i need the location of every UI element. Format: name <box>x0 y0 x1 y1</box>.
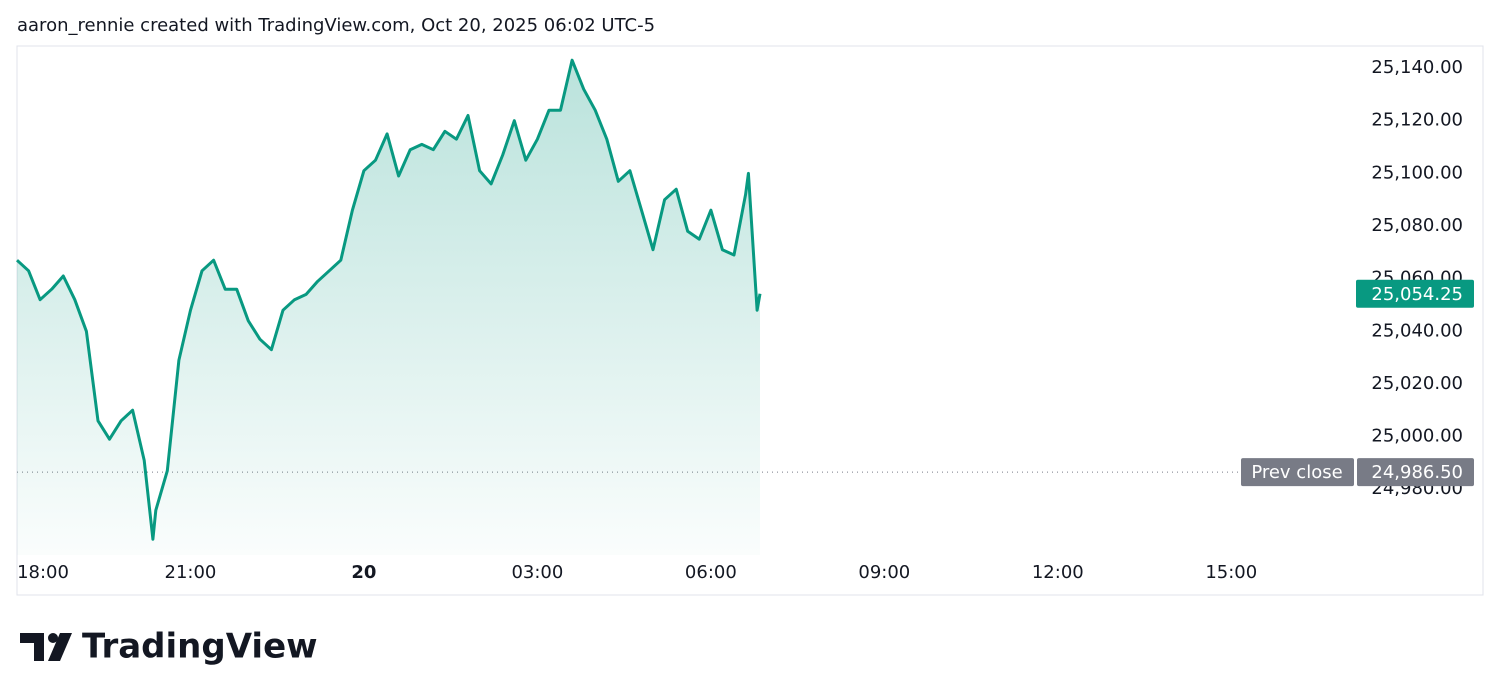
prev-close-value-box <box>1357 458 1474 487</box>
plot-area: 24,980.0025,000.0025,020.0025,040.0025,0… <box>15 57 1474 583</box>
y-tick-label: 25,100.00 <box>1371 162 1463 183</box>
x-tick-label: 21:00 <box>165 562 217 583</box>
price-line <box>15 58 762 541</box>
y-tick-label: 25,000.00 <box>1371 426 1463 447</box>
attribution: aaron_rennie created with TradingView.co… <box>17 15 655 36</box>
y-tick-label: 25,080.00 <box>1371 215 1463 236</box>
y-tick-label: 25,040.00 <box>1371 320 1463 341</box>
prev-close-name-box <box>1241 458 1354 487</box>
area-fill <box>17 60 760 555</box>
prev-close-value: 24,986.50 <box>1371 462 1463 483</box>
x-tick-label: 03:00 <box>511 562 563 583</box>
price-tag-label: 25,054.25 <box>1371 284 1463 305</box>
price-tag-box <box>1356 279 1474 308</box>
brand-logo <box>20 633 72 661</box>
x-tick-label: 20 <box>351 562 376 583</box>
x-tick-label: 06:00 <box>685 562 737 583</box>
y-tick-label: 25,020.00 <box>1371 373 1463 394</box>
prev-close-name: Prev close <box>1251 462 1342 483</box>
y-tick-label: 25,120.00 <box>1371 110 1463 131</box>
prev-close-tag: Prev close 24,986.50 <box>1241 458 1474 487</box>
x-tick-label: 18:00 <box>17 562 69 583</box>
brand: TradingView <box>82 627 318 667</box>
y-tick-label: 25,140.00 <box>1371 57 1463 78</box>
x-tick-label: 09:00 <box>858 562 910 583</box>
x-tick-label: 15:00 <box>1205 562 1257 583</box>
x-tick-label: 12:00 <box>1032 562 1084 583</box>
